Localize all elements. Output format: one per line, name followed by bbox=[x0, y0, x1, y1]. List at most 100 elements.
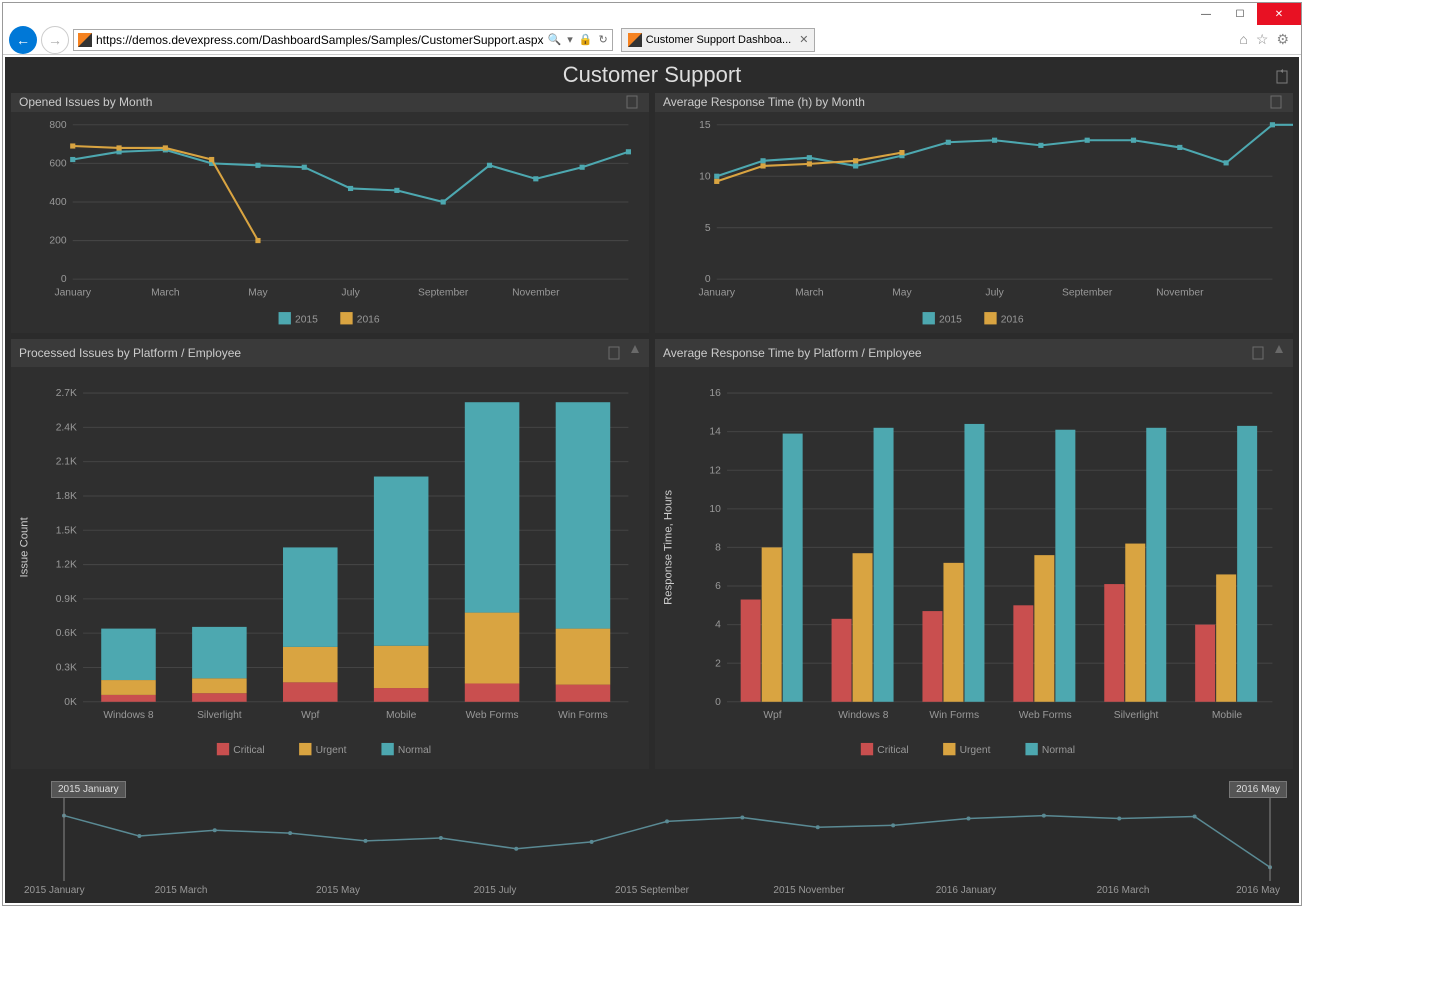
panel-header: Processed Issues by Platform / Employee bbox=[11, 339, 649, 367]
panel-title: Processed Issues by Platform / Employee bbox=[19, 346, 241, 360]
svg-text:November: November bbox=[1156, 288, 1204, 299]
tab-title: Customer Support Dashboa... bbox=[646, 34, 792, 46]
close-button[interactable]: ✕ bbox=[1257, 3, 1301, 25]
svg-text:March: March bbox=[151, 288, 180, 299]
drill-up-icon[interactable] bbox=[1273, 345, 1285, 357]
svg-text:2016 January: 2016 January bbox=[936, 885, 997, 896]
svg-text:March: March bbox=[795, 288, 824, 299]
svg-text:Response Time, Hours: Response Time, Hours bbox=[662, 490, 674, 605]
panel-title: Opened Issues by Month bbox=[19, 95, 152, 109]
svg-text:600: 600 bbox=[49, 158, 66, 169]
svg-text:July: July bbox=[341, 288, 360, 299]
home-icon[interactable]: ⌂ bbox=[1239, 31, 1247, 48]
refresh-icon[interactable]: ↻ bbox=[598, 33, 607, 46]
panel-avg-response-month: Average Response Time (h) by Month 05101… bbox=[655, 93, 1293, 333]
svg-text:2016: 2016 bbox=[357, 314, 380, 325]
export-icon[interactable] bbox=[1275, 65, 1291, 81]
favorites-icon[interactable]: ☆ bbox=[1256, 31, 1269, 48]
svg-text:1.8K: 1.8K bbox=[56, 491, 77, 502]
dashboard: Customer Support Opened Issues by Month … bbox=[5, 57, 1299, 903]
range-end-badge[interactable]: 2016 May bbox=[1229, 781, 1287, 798]
svg-text:10: 10 bbox=[699, 171, 711, 182]
range-start-badge[interactable]: 2015 January bbox=[51, 781, 126, 798]
nav-forward-button[interactable]: → bbox=[41, 26, 69, 54]
search-icon[interactable]: 🔍 bbox=[548, 33, 562, 46]
dashboard-title-bar: Customer Support bbox=[5, 57, 1299, 93]
svg-text:2.4K: 2.4K bbox=[56, 422, 77, 433]
svg-text:Wpf: Wpf bbox=[763, 710, 781, 721]
address-bar: ← → https://demos.devexpress.com/Dashboa… bbox=[3, 25, 1301, 55]
svg-text:Urgent: Urgent bbox=[960, 745, 991, 756]
svg-text:July: July bbox=[985, 288, 1004, 299]
timeline-range-selector[interactable]: 2015 January 2016 May 2015 January 2015 M… bbox=[11, 779, 1293, 899]
svg-text:2015 January: 2015 January bbox=[24, 885, 85, 896]
svg-text:Web Forms: Web Forms bbox=[1019, 710, 1072, 721]
drill-up-icon[interactable] bbox=[629, 345, 641, 357]
svg-text:0.6K: 0.6K bbox=[56, 628, 77, 639]
tab-close-icon[interactable]: ✕ bbox=[799, 33, 808, 46]
svg-text:September: September bbox=[1062, 288, 1113, 299]
svg-text:May: May bbox=[892, 288, 912, 299]
panel-processed-issues: Processed Issues by Platform / Employee … bbox=[11, 339, 649, 769]
tab-favicon bbox=[628, 33, 642, 47]
svg-text:January: January bbox=[698, 288, 735, 299]
svg-text:2.1K: 2.1K bbox=[56, 457, 77, 468]
export-icon[interactable] bbox=[625, 94, 641, 110]
url-text: https://demos.devexpress.com/DashboardSa… bbox=[96, 33, 544, 47]
panel-header: Opened Issues by Month bbox=[11, 93, 649, 112]
svg-text:Web Forms: Web Forms bbox=[466, 710, 519, 721]
svg-text:Win Forms: Win Forms bbox=[558, 710, 608, 721]
svg-text:5: 5 bbox=[705, 223, 711, 234]
dashboard-grid: Opened Issues by Month 0200400600800Janu… bbox=[5, 93, 1299, 775]
export-icon[interactable] bbox=[1251, 345, 1267, 361]
svg-text:0K: 0K bbox=[64, 697, 77, 708]
svg-text:2016: 2016 bbox=[1001, 314, 1024, 325]
chart-processed-issues[interactable]: 0K0.3K0.6K0.9K1.2K1.5K1.8K2.1K2.4K2.7KIs… bbox=[11, 367, 649, 769]
svg-text:400: 400 bbox=[49, 197, 66, 208]
svg-text:2015 November: 2015 November bbox=[773, 885, 845, 896]
minimize-button[interactable]: — bbox=[1189, 3, 1223, 25]
svg-text:September: September bbox=[418, 288, 469, 299]
svg-text:May: May bbox=[248, 288, 268, 299]
svg-text:Silverlight: Silverlight bbox=[1114, 710, 1159, 721]
svg-text:Windows 8: Windows 8 bbox=[103, 710, 154, 721]
svg-text:4: 4 bbox=[715, 620, 721, 631]
panel-title: Average Response Time by Platform / Empl… bbox=[663, 346, 922, 360]
panel-avg-response-platform: Average Response Time by Platform / Empl… bbox=[655, 339, 1293, 769]
panel-header: Average Response Time by Platform / Empl… bbox=[655, 339, 1293, 367]
svg-text:16: 16 bbox=[709, 388, 721, 399]
svg-text:2015 May: 2015 May bbox=[316, 885, 360, 896]
svg-text:2015: 2015 bbox=[295, 314, 318, 325]
svg-text:2015: 2015 bbox=[939, 314, 962, 325]
svg-text:2.7K: 2.7K bbox=[56, 388, 77, 399]
svg-text:Windows 8: Windows 8 bbox=[838, 710, 889, 721]
svg-text:6: 6 bbox=[715, 581, 721, 592]
browser-tab[interactable]: Customer Support Dashboa... ✕ bbox=[621, 28, 816, 52]
svg-text:Silverlight: Silverlight bbox=[197, 710, 242, 721]
svg-text:2016 May: 2016 May bbox=[1236, 885, 1280, 896]
svg-text:Wpf: Wpf bbox=[301, 710, 319, 721]
svg-text:10: 10 bbox=[709, 504, 721, 515]
svg-text:14: 14 bbox=[709, 427, 721, 438]
window-titlebar: — ☐ ✕ bbox=[3, 3, 1301, 25]
chart-opened-issues[interactable]: 0200400600800JanuaryMarchMayJulySeptembe… bbox=[11, 112, 649, 333]
svg-text:12: 12 bbox=[709, 465, 721, 476]
url-box[interactable]: https://demos.devexpress.com/DashboardSa… bbox=[73, 29, 613, 51]
svg-text:200: 200 bbox=[49, 236, 66, 247]
chart-avg-response-month[interactable]: 051015JanuaryMarchMayJulySeptemberNovemb… bbox=[655, 112, 1293, 333]
export-icon[interactable] bbox=[1269, 94, 1285, 110]
nav-back-button[interactable]: ← bbox=[9, 26, 37, 54]
svg-text:1.5K: 1.5K bbox=[56, 525, 77, 536]
maximize-button[interactable]: ☐ bbox=[1223, 3, 1257, 25]
svg-text:Urgent: Urgent bbox=[316, 745, 347, 756]
lock-icon: 🔒 bbox=[579, 33, 593, 46]
settings-icon[interactable]: ⚙ bbox=[1276, 31, 1289, 48]
svg-text:Critical: Critical bbox=[877, 745, 908, 756]
svg-text:January: January bbox=[54, 288, 91, 299]
export-icon[interactable] bbox=[607, 345, 623, 361]
chart-avg-response-platform[interactable]: 0246810121416Response Time, HoursWpfWind… bbox=[655, 367, 1293, 769]
panel-title: Average Response Time (h) by Month bbox=[663, 95, 865, 109]
svg-text:0.9K: 0.9K bbox=[56, 594, 77, 605]
panel-opened-issues: Opened Issues by Month 0200400600800Janu… bbox=[11, 93, 649, 333]
url-controls: 🔍 ▾ 🔒 ↻ bbox=[548, 33, 608, 46]
